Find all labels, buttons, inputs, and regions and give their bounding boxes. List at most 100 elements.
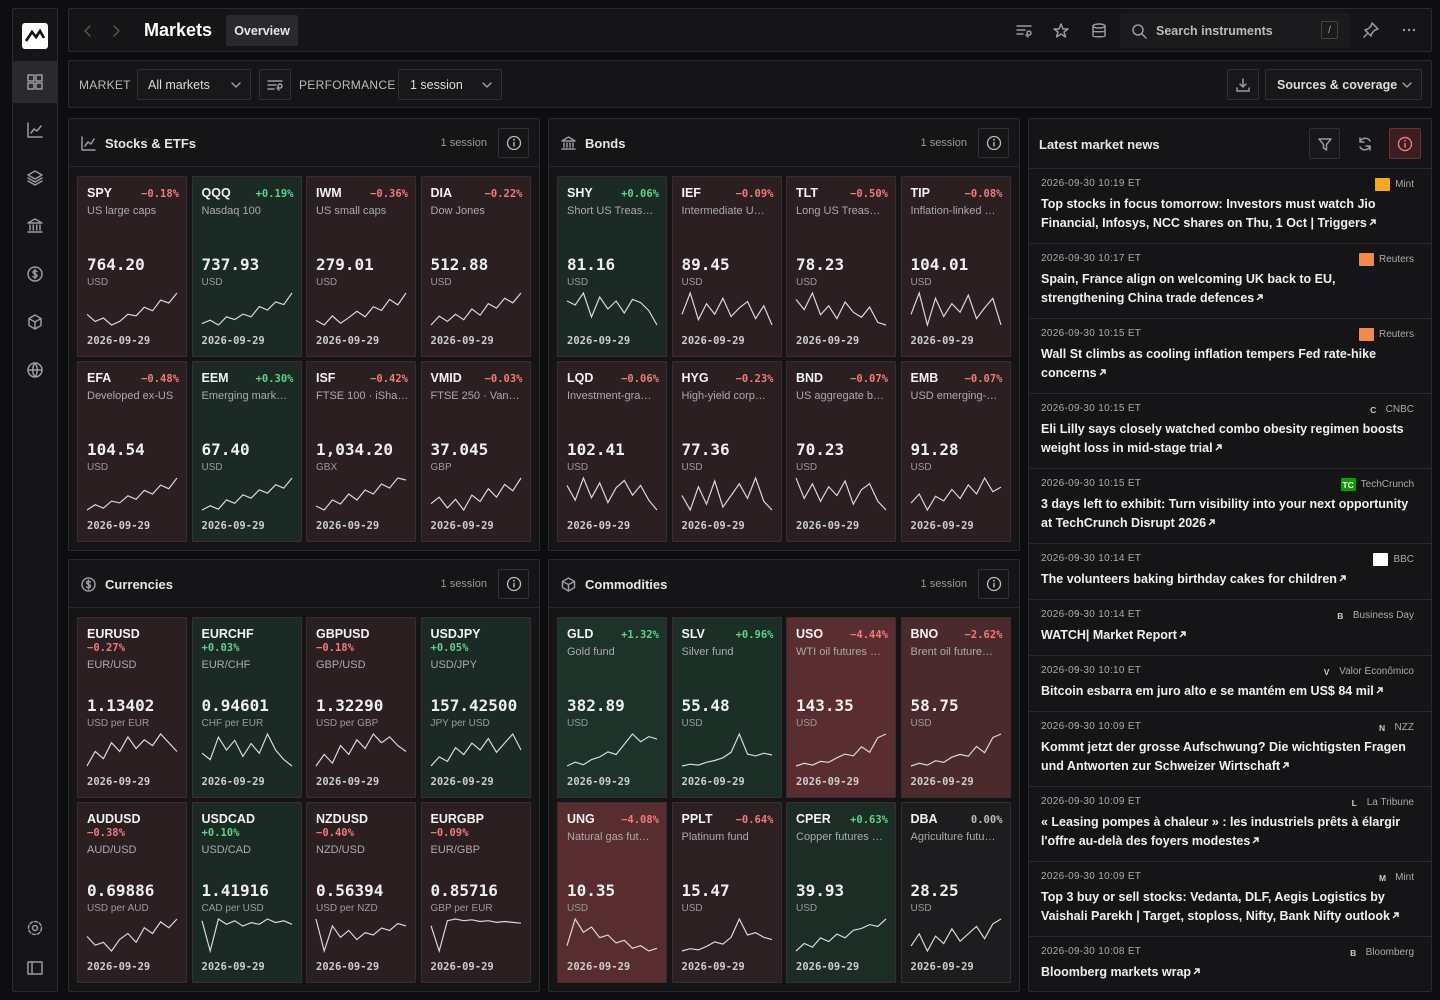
panel-header: Bonds 1 session — [549, 119, 1019, 167]
unit: USD — [796, 277, 818, 288]
pin-button[interactable] — [1362, 21, 1380, 39]
instrument-tile[interactable]: LQD −0.06% Investment-gra… 102.41 USD 2026-09… — [557, 361, 667, 542]
instrument-tile[interactable]: ISF −0.42% FTSE 100 · iSha… 1,034.20 GBX 2026… — [306, 361, 416, 542]
sparkline — [795, 477, 887, 511]
instrument-tile[interactable]: NZDUSD −0.40% NZD/USD 0.56394 USD per NZD 202… — [306, 802, 416, 983]
nav-currency[interactable] — [13, 253, 57, 295]
description: Long US Treas… — [796, 205, 881, 217]
instrument-tile[interactable]: EFA −0.48% Developed ex-US 104.54 USD 2026-09… — [77, 361, 187, 542]
more-button[interactable] — [1400, 21, 1418, 39]
instrument-tile[interactable]: SLV +0.96% Silver fund 55.48 USD 2026-09-29 — [671, 617, 782, 798]
change: +1.32% — [621, 629, 659, 641]
instrument-tile[interactable]: GBPUSD −0.18% GBP/USD 1.32290 USD per GBP 202… — [306, 617, 416, 798]
description: High-yield corp… — [681, 390, 766, 402]
filter-button[interactable] — [1309, 128, 1340, 159]
tab[interactable]: Overview — [226, 15, 298, 46]
instrument-tile[interactable]: GLD +1.32% Gold fund 382.89 USD 2026-09-29 — [557, 617, 667, 798]
instrument-tile[interactable]: IWM −0.36% US small caps 279.01 USD 2026-09-2… — [306, 176, 416, 357]
instrument-tile[interactable]: EURGBP −0.09% EUR/GBP 0.85716 GBP per EUR 202… — [420, 802, 531, 983]
instrument-tile[interactable]: EMB −0.07% USD emerging-… 91.28 USD 2026-09-2… — [900, 361, 1011, 542]
news-item[interactable]: 2026-09-30 10:17 ET Reuters Spain, France … — [1029, 244, 1431, 319]
instrument-tile[interactable]: USDJPY +0.05% USD/JPY 157.42500 JPY per USD 2… — [420, 617, 531, 798]
news-item[interactable]: 2026-09-30 10:09 ET L La Tribune « Leasing … — [1029, 787, 1431, 862]
info-button[interactable] — [978, 569, 1009, 599]
instrument-tile[interactable]: DIA −0.22% Dow Jones 512.88 USD 2026-09-29 — [420, 176, 531, 357]
nav-layers[interactable] — [13, 157, 57, 199]
news-item[interactable]: 2026-09-30 10:15 ET C CNBC Eli Lilly says c… — [1029, 394, 1431, 469]
instrument-tile[interactable]: SHY +0.06% Short US Treas… 81.16 USD 2026-09-… — [557, 176, 667, 357]
news-item[interactable]: 2026-09-30 10:09 ET M Mint Top 3 buy or sel… — [1029, 862, 1431, 937]
instrument-tile[interactable]: HYG −0.23% High-yield corp… 77.36 USD 2026-09… — [671, 361, 782, 542]
instrument-tile[interactable]: IEF −0.09% Intermediate U… 89.45 USD 2026-09-… — [671, 176, 782, 357]
news-item[interactable]: 2026-09-30 10:09 ET N NZZ Kommt jetzt der g… — [1029, 712, 1431, 787]
unit: USD — [316, 277, 338, 288]
info-button[interactable] — [978, 128, 1009, 158]
market-dropdown[interactable]: All markets — [137, 69, 251, 100]
filter-list-button[interactable] — [1015, 22, 1033, 40]
market-panel: Bonds 1 session SHY +0.06% Short US Treas… 81… — [548, 118, 1020, 551]
instrument-tile[interactable]: TLT −0.50% Long US Treas… 78.23 USD 2026-09-2… — [786, 176, 896, 357]
performance-value: 1 session — [410, 77, 463, 92]
nav-collapse[interactable] — [13, 947, 57, 989]
symbol: IWM — [316, 186, 342, 200]
news-headline: WATCH| Market Report — [1041, 626, 1419, 645]
news-item[interactable]: 2026-09-30 10:08 ET B Bloomberg Bloomberg m… — [1029, 937, 1431, 991]
sources-button[interactable]: Sources & coverage — [1265, 69, 1422, 100]
nav-chart[interactable] — [13, 109, 57, 151]
news-item[interactable]: 2026-09-30 10:14 ET B Business Day WATCH| M… — [1029, 600, 1431, 656]
instrument-tile[interactable]: TIP −0.08% Inflation-linked … 104.01 USD 2026… — [900, 176, 1011, 357]
logo[interactable] — [13, 15, 57, 57]
info-button[interactable] — [498, 569, 529, 599]
performance-dropdown[interactable]: 1 session — [398, 69, 502, 100]
forward-button[interactable] — [109, 23, 123, 39]
sparkline-line — [795, 918, 887, 952]
nav-commodities[interactable] — [13, 301, 57, 343]
refresh-button[interactable] — [1349, 128, 1380, 159]
instrument-tile[interactable]: EURCHF +0.03% EUR/CHF 0.94601 CHF per EUR 202… — [191, 617, 302, 798]
download-button[interactable] — [1227, 69, 1259, 100]
news-item[interactable]: 2026-09-30 10:10 ET V Valor Econômico Bitco… — [1029, 656, 1431, 712]
instrument-tile[interactable]: AUDUSD −0.38% AUD/USD 0.69886 USD per AUD 202… — [77, 802, 187, 983]
news-item[interactable]: 2026-09-30 10:15 ET TC TechCrunch 3 days le… — [1029, 469, 1431, 544]
nav-bank[interactable] — [13, 205, 57, 247]
date: 2026-09-29 — [316, 520, 380, 532]
nav-globe[interactable] — [13, 349, 57, 391]
instrument-tile[interactable]: USDCAD +0.10% USD/CAD 1.41916 CAD per USD 202… — [191, 802, 302, 983]
icon — [1358, 136, 1371, 151]
nav-grid[interactable] — [13, 61, 57, 103]
icon — [27, 266, 43, 282]
info-button[interactable] — [498, 128, 529, 158]
instrument-tile[interactable]: PPLT −0.64% Platinum fund 15.47 USD 2026-09-2… — [671, 802, 782, 983]
news-header: Latest market news — [1029, 119, 1431, 169]
instrument-tile[interactable]: EURUSD −0.27% EUR/USD 1.13402 USD per EUR 202… — [77, 617, 187, 798]
sparkline — [86, 477, 178, 511]
search-box[interactable]: Search instruments / — [1120, 13, 1350, 48]
instrument-tile[interactable]: CPER +0.63% Copper futures … 39.93 USD 2026-0… — [786, 802, 896, 983]
chevron — [1402, 82, 1412, 88]
news-item[interactable]: 2026-09-30 10:14 ET BBC The volunteers bak… — [1029, 544, 1431, 600]
nav-settings[interactable] — [13, 907, 57, 949]
star-button[interactable] — [1052, 22, 1070, 40]
sparkline — [680, 476, 772, 512]
date: 2026-09-29 — [87, 961, 151, 973]
instrument-tile[interactable]: USO −4.44% WTI oil futures … 143.35 USD 2026-… — [786, 617, 896, 798]
instrument-tile[interactable]: DBA 0.00% Agriculture futu… 28.25 USD 2026-09… — [900, 802, 1011, 983]
change: −0.09% — [430, 827, 469, 839]
back-button[interactable] — [81, 23, 95, 39]
news-list: 2026-09-30 10:19 ET Mint Top stocks in foc… — [1029, 169, 1431, 991]
instrument-tile[interactable]: QQQ +0.19% Nasdaq 100 737.93 USD 2026-09-29 — [191, 176, 302, 357]
alert-button[interactable] — [1389, 128, 1421, 159]
unit: JPY per USD — [430, 718, 490, 729]
instrument-tile[interactable]: UNG −4.08% Natural gas fut… 10.35 USD 2026-09… — [557, 802, 667, 983]
instrument-tile[interactable]: EEM +0.30% Emerging mark… 67.40 USD 2026-09-2… — [191, 361, 302, 542]
instrument-tile[interactable]: BNO −2.62% Brent oil future… 58.75 USD 2026-0… — [900, 617, 1011, 798]
instrument-tile[interactable]: VMID −0.03% FTSE 250 · Van… 37.045 GBP 2026-0… — [420, 361, 531, 542]
sort-button[interactable] — [259, 69, 291, 100]
news-item[interactable]: 2026-09-30 10:19 ET Mint Top stocks in foc… — [1029, 169, 1431, 244]
news-item[interactable]: 2026-09-30 10:15 ET Reuters Wall St climbs… — [1029, 319, 1431, 394]
instrument-tile[interactable]: SPY −0.18% US large caps 764.20 USD 2026-09-2… — [77, 176, 187, 357]
instrument-tile[interactable]: BND −0.07% US aggregate b… 70.23 USD 2026-09-… — [786, 361, 896, 542]
database-button[interactable] — [1090, 22, 1108, 40]
sparkline-line — [315, 292, 407, 326]
